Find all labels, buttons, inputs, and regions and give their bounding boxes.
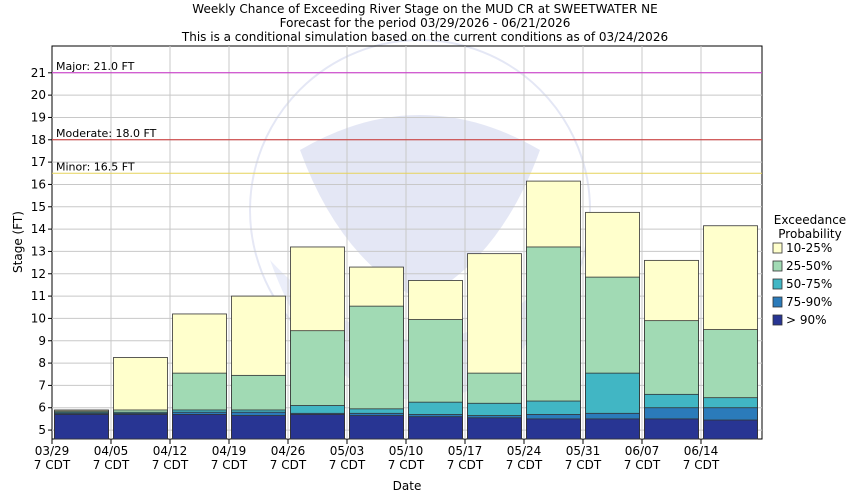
- x-tick-sublabel: 7 CDT: [624, 458, 661, 472]
- x-tick-sublabel: 7 CDT: [683, 458, 720, 472]
- y-tick-label: 20: [31, 88, 46, 102]
- flood-level-label: Major: 21.0 FT: [56, 60, 135, 73]
- legend-swatch: [772, 314, 783, 326]
- y-tick-label: 15: [31, 200, 46, 214]
- legend-label: 10-25%: [786, 241, 832, 255]
- x-tick-sublabel: 7 CDT: [93, 458, 130, 472]
- flood-level-lines: Major: 21.0 FT Moderate: 18.0 FT Minor: 16…: [52, 60, 762, 174]
- y-tick-label: 14: [31, 222, 46, 236]
- bar-segment: [54, 414, 109, 440]
- x-tick-sublabel: 7 CDT: [152, 458, 189, 472]
- legend-swatch: [772, 242, 783, 254]
- bar-segment: [703, 419, 758, 440]
- x-tick-label: 05/17: [448, 444, 483, 458]
- bar-segment: [113, 414, 168, 440]
- y-tick-label: 13: [31, 244, 46, 258]
- y-tick-label: 8: [38, 356, 46, 370]
- legend: Exceedance Probability 10-25% 25-50% 50-75…: [772, 213, 846, 327]
- x-tick-label: 05/03: [330, 444, 365, 458]
- chart-subtitle-period: Forecast for the period 03/29/2026 - 06/…: [280, 16, 571, 30]
- y-axis-title: Stage (FT): [11, 211, 25, 273]
- y-tick-label: 18: [31, 133, 46, 147]
- x-tick-sublabel: 7 CDT: [506, 458, 543, 472]
- x-tick-sublabel: 7 CDT: [270, 458, 307, 472]
- y-tick-label: 7: [38, 378, 46, 392]
- x-tick-sublabel: 7 CDT: [565, 458, 602, 472]
- legend-label: 75-90%: [786, 295, 832, 309]
- x-tick-label: 05/24: [507, 444, 542, 458]
- legend-title-line2: Probability: [778, 227, 841, 241]
- bar-segment: [408, 416, 463, 440]
- y-tick-label: 10: [31, 311, 46, 325]
- bar-segment: [231, 415, 286, 440]
- chart-subtitle-conditions: This is a conditional simulation based o…: [181, 30, 668, 44]
- y-tick-label: 6: [38, 401, 46, 415]
- bar-segment: [585, 418, 640, 440]
- x-tick-label: 05/10: [389, 444, 424, 458]
- bar-segment: [526, 418, 581, 440]
- x-tick-label: 04/05: [94, 444, 129, 458]
- y-tick-label: 19: [31, 110, 46, 124]
- legend-label: 25-50%: [786, 259, 832, 273]
- x-tick-sublabel: 7 CDT: [447, 458, 484, 472]
- flood-level-label: Moderate: 18.0 FT: [56, 127, 157, 140]
- legend-swatch: [772, 296, 783, 308]
- x-tick-label: 04/12: [153, 444, 188, 458]
- legend-swatch: [772, 260, 783, 272]
- plot-area: [51, 45, 763, 440]
- x-tick-sublabel: 7 CDT: [211, 458, 248, 472]
- y-tick-label: 16: [31, 177, 46, 191]
- y-tick-label: 12: [31, 267, 46, 281]
- flood-level-label: Minor: 16.5 FT: [56, 160, 135, 173]
- x-tick-label: 04/26: [271, 444, 306, 458]
- x-tick-label: 06/14: [684, 444, 719, 458]
- bar-segment: [644, 418, 699, 440]
- y-tick-label: 5: [38, 423, 46, 437]
- legend-swatch: [772, 278, 783, 290]
- legend-label: > 90%: [786, 313, 827, 327]
- x-tick-label: 05/31: [566, 444, 601, 458]
- x-axis-title: Date: [393, 479, 422, 493]
- x-tick-label: 06/07: [625, 444, 660, 458]
- x-tick-label: 03/29: [35, 444, 70, 458]
- bar-segment: [290, 414, 345, 440]
- y-tick-label: 9: [38, 334, 46, 348]
- bar-segment: [349, 415, 404, 440]
- y-tick-label: 21: [31, 66, 46, 80]
- bars: [54, 180, 758, 440]
- bar-segment: [467, 417, 522, 440]
- legend-label: 50-75%: [786, 277, 832, 291]
- x-tick-label: 04/19: [212, 444, 247, 458]
- y-tick-label: 17: [31, 155, 46, 169]
- y-tick-label: 11: [31, 289, 46, 303]
- legend-title-line1: Exceedance: [774, 213, 846, 227]
- bar-segment: [172, 414, 227, 440]
- x-tick-sublabel: 7 CDT: [388, 458, 425, 472]
- x-tick-sublabel: 7 CDT: [34, 458, 71, 472]
- y-axis-ticks: 5 6 7 8 9 10 11 12 13 14 15 16 17 18 19 20 21: [31, 66, 52, 437]
- x-tick-sublabel: 7 CDT: [329, 458, 366, 472]
- chart-title: Weekly Chance of Exceeding River Stage o…: [192, 2, 657, 16]
